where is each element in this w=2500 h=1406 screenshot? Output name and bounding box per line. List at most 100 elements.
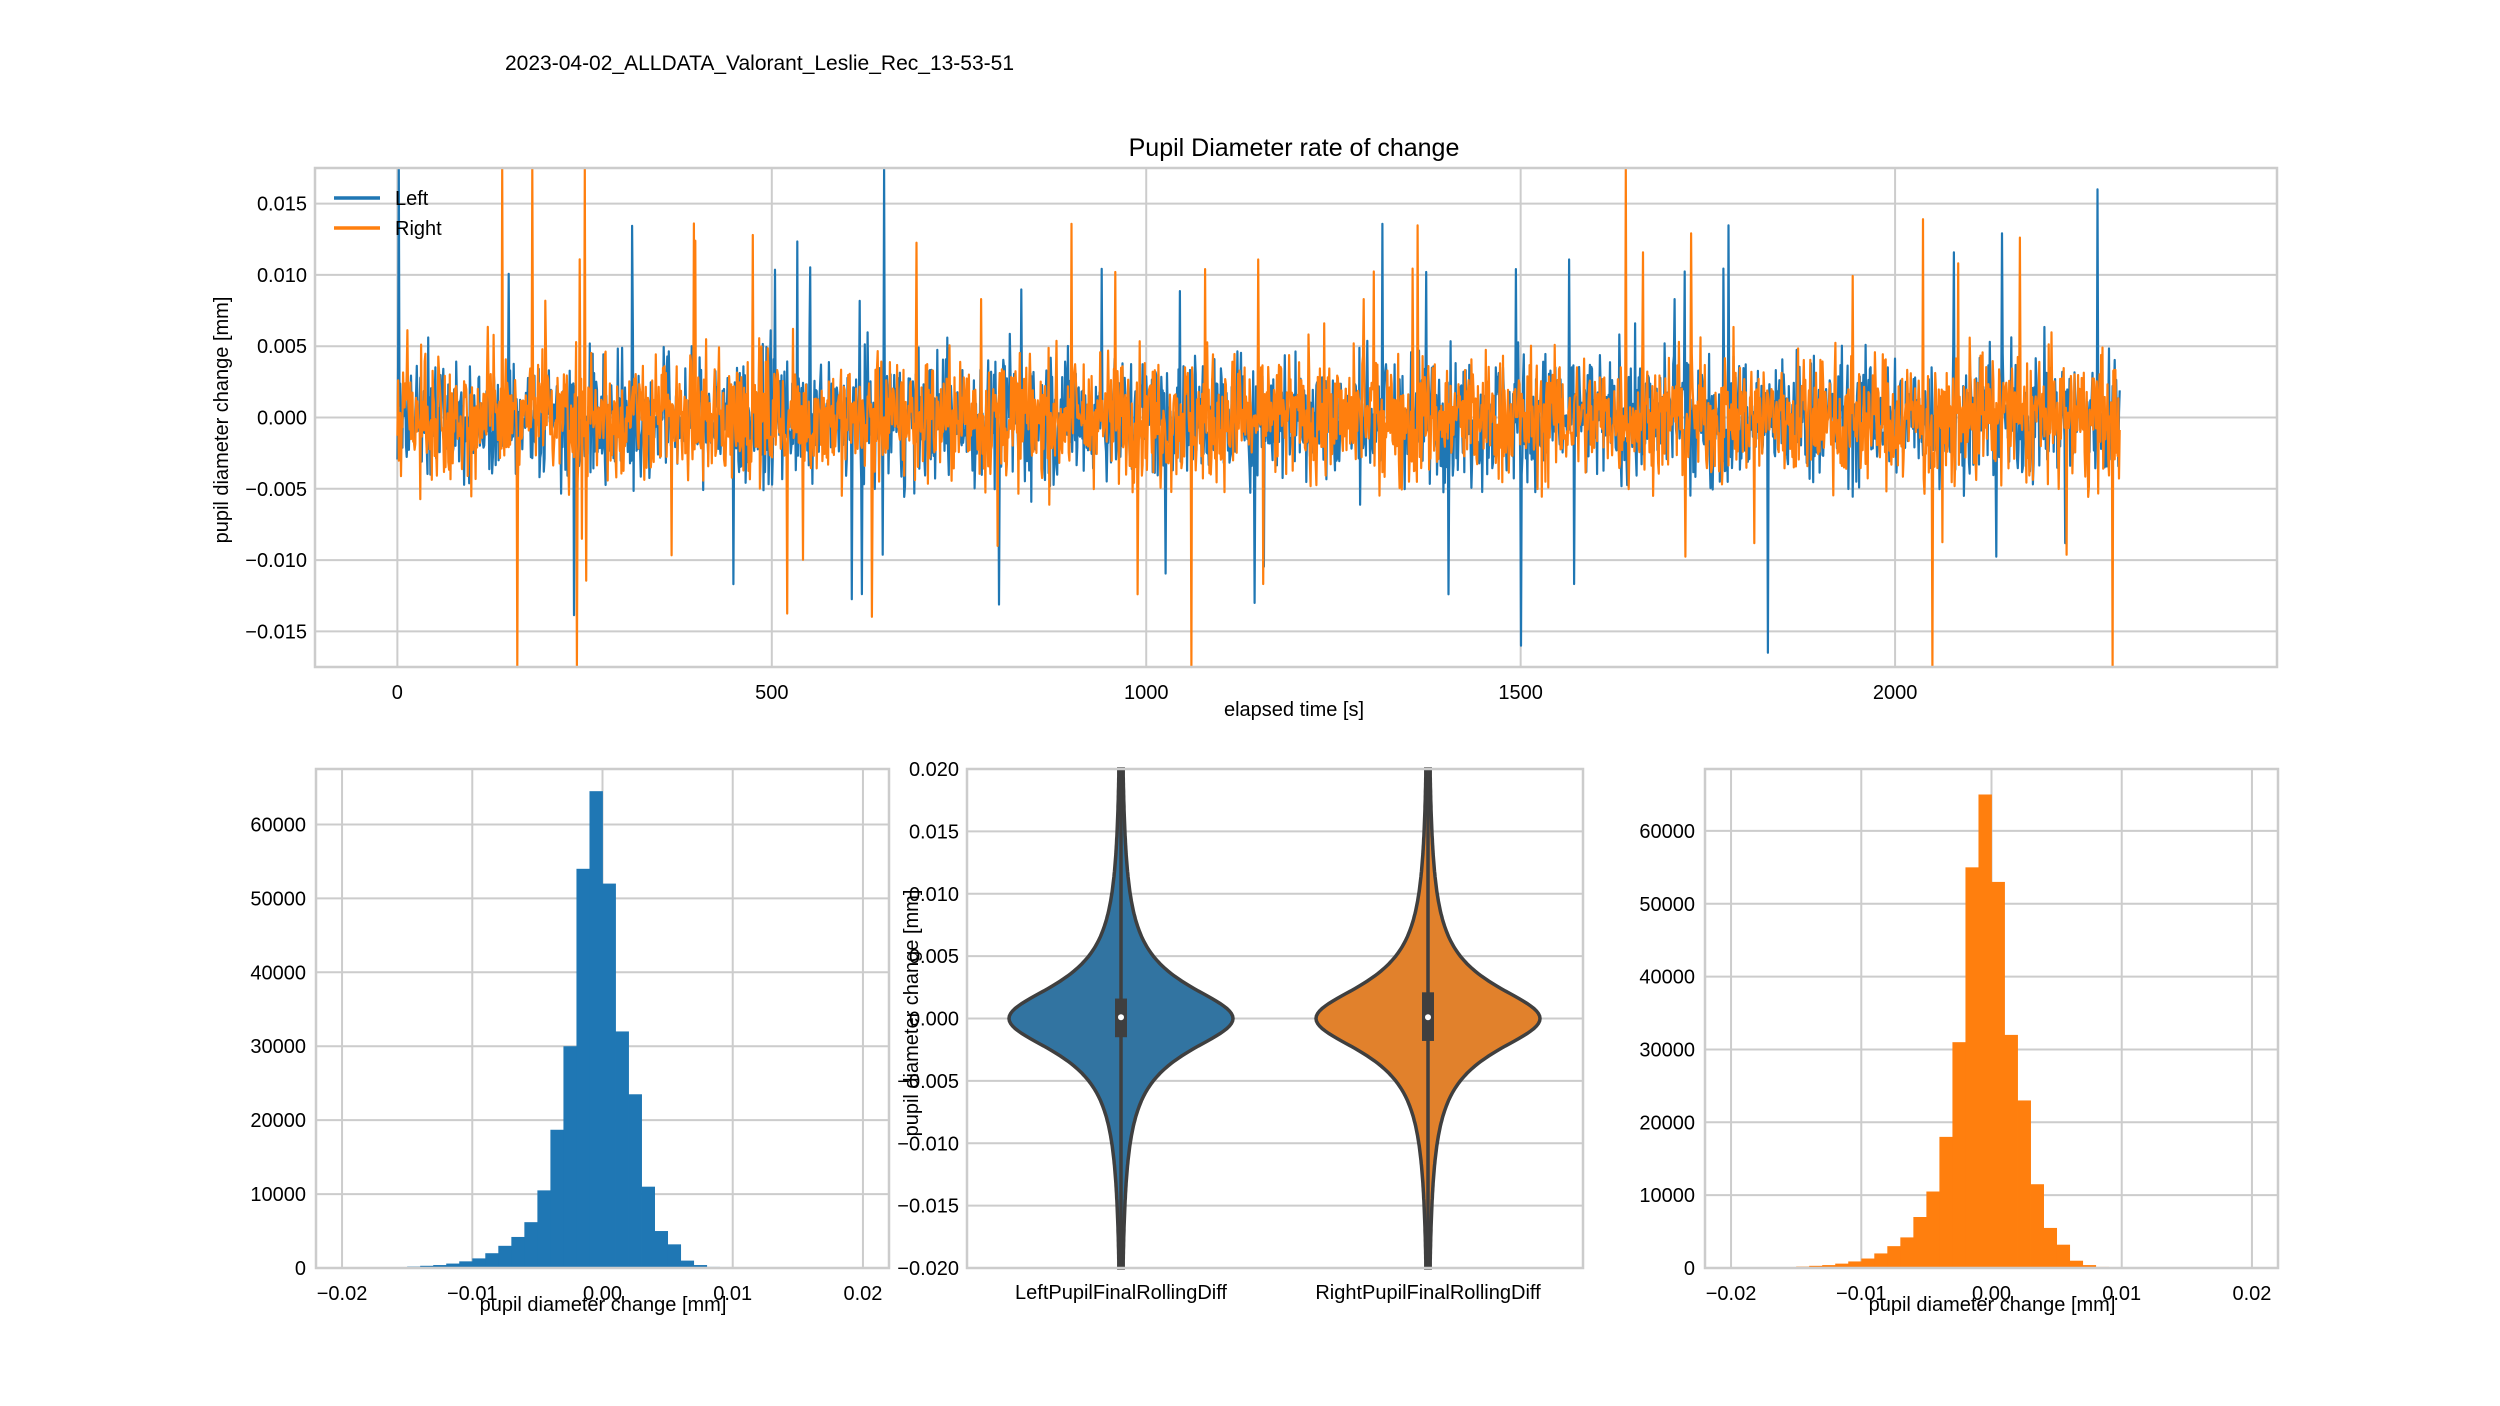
legend-label-right: Right [395,218,442,240]
histogram-bar [511,1236,525,1268]
x-tick-label: 0.01 [2102,1283,2141,1305]
violin-axes: −0.020 −0.015 −0.010 −0.005 0.000 0.005 0.010 0… [897,759,1585,1304]
histogram-bar [1991,881,2005,1268]
y-tick-label: −0.010 [245,550,307,572]
y-tick-label: 60000 [250,814,306,836]
histogram-bar [602,883,616,1268]
y-tick-label: 40000 [1639,967,1695,989]
histogram-bar [1861,1258,1875,1268]
histogram-bar [1965,867,1979,1268]
histogram-bar [537,1190,551,1268]
timeseries-title: Pupil Diameter rate of change [1129,134,1460,162]
histogram-bar [628,1094,642,1268]
left-histogram-x-label: pupil diameter change [mm] [480,1294,727,1316]
axes-border [965,767,1585,1270]
y-tick-label: 60000 [1639,821,1695,843]
axes-border [313,166,2279,669]
timeseries-plot-area [396,166,2121,669]
x-tick-label: 0 [392,682,403,704]
y-tick-label: 0 [1684,1258,1695,1280]
x-tick-label: −0.01 [1836,1283,1887,1305]
timeseries-tick-labels: 0 500 1000 1500 2000 −0.015 −0.010 −0.005 0.000 0… [245,194,1917,704]
histogram-bar [550,1129,564,1268]
figure-title: 2023-04-02_ALLDATA_Valorant_Leslie_Rec_1… [505,52,1014,75]
y-tick-label: −0.010 [897,1133,959,1155]
histogram-bar [654,1231,669,1268]
x-tick-label: 0.01 [713,1283,752,1305]
y-tick-label: 10000 [1639,1185,1695,1207]
histogram-bar [472,1258,486,1268]
histogram-bar [2056,1244,2071,1268]
series-line-right [396,166,2121,669]
y-tick-label: 0.020 [909,759,959,781]
x-tick-label: 0.00 [583,1283,622,1305]
x-tick-label: 0.02 [2232,1283,2271,1305]
y-tick-label: 20000 [1639,1112,1695,1134]
histogram-bar [1952,1042,1966,1268]
histogram-bar [2030,1184,2044,1268]
y-tick-label: −0.015 [245,621,307,643]
x-tick-label: 0.00 [1972,1283,2011,1305]
axes-border [314,767,891,1270]
violin-y-label: pupil diameter change [mm] [901,890,923,1137]
histogram-bar [1900,1237,1914,1268]
y-tick-label: 20000 [250,1110,306,1132]
histogram-bar [1887,1246,1901,1268]
histogram-bar [1978,794,1992,1268]
left-histogram-axes: −0.02 −0.01 0.00 0.01 0.02 0 10000 20000 30000 40… [250,767,891,1316]
histogram-bar [1874,1253,1888,1268]
y-tick-label: 0.015 [909,821,959,843]
timeseries-frame [313,166,2279,669]
right-histogram-tick-labels: −0.02 −0.01 0.00 0.01 0.02 0 10000 20000 30000 40… [1639,821,2271,1305]
histogram-bar [2082,1265,2097,1268]
histogram-bar [446,1263,460,1268]
y-tick-label: 0.015 [257,194,307,216]
histogram-bar [498,1245,512,1268]
right-histogram-bars [1783,794,2123,1268]
histogram-bar [1913,1217,1927,1268]
violin-frame [965,767,1585,1270]
y-tick-label: 0.000 [257,408,307,430]
histogram-bar [667,1244,682,1268]
y-tick-label: −0.020 [897,1258,959,1280]
legend-label-left: Left [395,188,429,210]
histogram-bar [1835,1263,1849,1268]
histogram-bar [615,1031,629,1268]
x-tick-label: 1000 [1124,682,1169,704]
right-histogram-x-label: pupil diameter change [mm] [1869,1294,2116,1316]
histogram-bar [1939,1136,1953,1268]
histogram-bar [524,1222,538,1268]
y-tick-label: 50000 [250,888,306,910]
y-tick-label: −0.005 [245,479,307,501]
histogram-bar [2004,1034,2018,1268]
x-tick-label: RightPupilFinalRollingDiff [1315,1282,1541,1304]
x-tick-label: −0.02 [317,1283,368,1305]
y-tick-label: 0.005 [257,336,307,358]
right-histogram-frame [1703,767,2280,1270]
x-tick-label: 500 [755,682,788,704]
x-tick-label: 2000 [1873,682,1918,704]
axes-border [1703,767,2280,1270]
timeseries-axes: 0 500 1000 1500 2000 −0.015 −0.010 −0.005 0.000 0… [211,134,2279,721]
timeseries-legend: Left Right [334,188,442,240]
timeseries-x-label: elapsed time [s] [1224,699,1364,721]
y-tick-label: 0.010 [909,884,959,906]
histogram-bar [680,1260,695,1268]
histogram-bar [459,1261,473,1268]
y-tick-label: 0.000 [909,1009,959,1031]
histogram-bar [1926,1191,1940,1268]
right-histogram-axes: −0.02 −0.01 0.00 0.01 0.02 0 10000 20000 30000 40… [1639,767,2280,1316]
left-histogram-tick-labels: −0.02 −0.01 0.00 0.01 0.02 0 10000 20000 30000 40… [250,814,882,1305]
violin-tick-labels: −0.020 −0.015 −0.010 −0.005 0.000 0.005 0.010 0… [897,759,1541,1304]
histogram-bar [563,1046,577,1268]
y-tick-label: 30000 [1639,1039,1695,1061]
x-tick-label: 0.02 [843,1283,882,1305]
histogram-bar [485,1253,499,1268]
histogram-bar [2069,1260,2084,1268]
histogram-bar [2043,1227,2058,1268]
y-tick-label: 50000 [1639,894,1695,916]
y-tick-label: 10000 [250,1184,306,1206]
y-tick-label: 0 [295,1258,306,1280]
y-tick-label: −0.015 [897,1196,959,1218]
